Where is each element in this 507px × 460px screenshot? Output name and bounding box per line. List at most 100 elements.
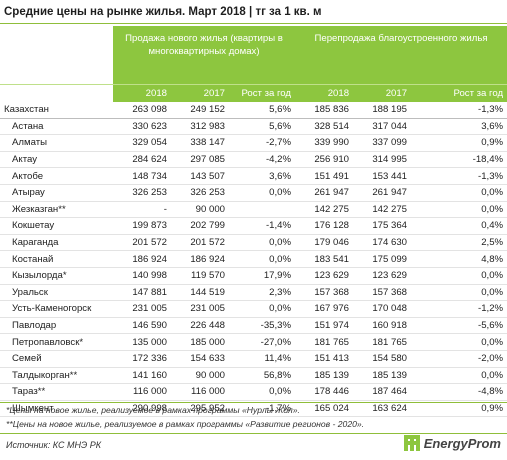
region-name-cell: Павлодар bbox=[0, 317, 113, 335]
new-2018-cell: 147 881 bbox=[113, 284, 171, 302]
new-2017-cell: 338 147 bbox=[171, 134, 229, 152]
resale-2017-cell: 160 918 bbox=[353, 317, 412, 335]
new-growth-cell: -1,7% bbox=[229, 400, 296, 418]
footnote-2: **Цены на новое жилье, реализуемое в рам… bbox=[6, 419, 365, 429]
resale-2018-cell: 185 139 bbox=[295, 367, 354, 385]
region-name-cell: Костанай bbox=[0, 250, 113, 268]
new-2017-cell: 90 000 bbox=[171, 201, 229, 219]
header-resale-housing: Перепродажа благоустроенного жилья bbox=[295, 26, 507, 85]
table-row: Павлодар 146 590 226 448 -35,3% 151 974 160 9… bbox=[0, 317, 507, 335]
new-2018-cell: 284 624 bbox=[113, 151, 171, 169]
resale-2017-cell: 157 368 bbox=[353, 284, 412, 302]
resale-2017-cell: 174 630 bbox=[353, 234, 412, 252]
new-growth-cell: 5,6% bbox=[229, 102, 296, 119]
new-2018-cell: 141 160 bbox=[113, 367, 171, 385]
table-row: Семей 172 336 154 633 11,4% 151 413 154 580 -2… bbox=[0, 350, 507, 368]
resale-2018-cell: 328 514 bbox=[295, 118, 354, 136]
new-growth-cell: 11,4% bbox=[229, 350, 296, 368]
new-2018-cell: 146 590 bbox=[113, 317, 171, 335]
region-name-cell: Актау bbox=[0, 151, 113, 169]
new-growth-cell: 0,0% bbox=[229, 184, 296, 202]
new-2018-cell: 172 336 bbox=[113, 350, 171, 368]
table-row: Усть-Каменогорск 231 005 231 005 0,0% 167 97… bbox=[0, 300, 507, 318]
resale-2017-cell: 170 048 bbox=[353, 300, 412, 318]
new-2017-cell: 154 633 bbox=[171, 350, 229, 368]
col-resale-2017: 2017 bbox=[353, 84, 412, 102]
resale-2018-cell: 261 947 bbox=[295, 184, 354, 202]
new-2017-cell: 297 085 bbox=[171, 151, 229, 169]
resale-growth-cell: 0,9% bbox=[411, 134, 507, 152]
resale-2017-cell: 153 441 bbox=[353, 167, 412, 185]
resale-2017-cell: 123 629 bbox=[353, 267, 412, 285]
resale-2018-cell: 123 629 bbox=[295, 267, 354, 285]
resale-growth-cell: -4,8% bbox=[411, 383, 507, 401]
resale-2018-cell: 167 976 bbox=[295, 300, 354, 318]
resale-2017-cell: 163 624 bbox=[353, 400, 412, 418]
header-group-row: Продажа нового жилья (квартиры в многокв… bbox=[0, 26, 507, 85]
col-new-2017: 2017 bbox=[171, 84, 229, 102]
region-name-cell: Талдыкорган** bbox=[0, 367, 113, 385]
table-row: Кокшетау 199 873 202 799 -1,4% 176 128 175 36… bbox=[0, 217, 507, 235]
new-growth-cell: 0,0% bbox=[229, 383, 296, 401]
region-name-cell: Шымкент bbox=[0, 400, 113, 418]
resale-2017-cell: 142 275 bbox=[353, 201, 412, 219]
new-2017-cell: 326 253 bbox=[171, 184, 229, 202]
new-2018-cell: 116 000 bbox=[113, 383, 171, 401]
resale-2017-cell: 261 947 bbox=[353, 184, 412, 202]
new-2018-cell: 290 998 bbox=[113, 400, 171, 418]
resale-growth-cell: -1,2% bbox=[411, 300, 507, 318]
resale-2018-cell: 142 275 bbox=[295, 201, 354, 219]
region-name-cell: Казахстан bbox=[0, 102, 113, 119]
region-name-cell: Алматы bbox=[0, 134, 113, 152]
col-new-2018: 2018 bbox=[113, 84, 171, 102]
resale-growth-cell: -18,4% bbox=[411, 151, 507, 169]
resale-growth-cell: 4,8% bbox=[411, 250, 507, 268]
resale-2017-cell: 317 044 bbox=[353, 118, 412, 136]
region-name-cell: Уральск bbox=[0, 284, 113, 302]
region-name-cell: Петропавловск* bbox=[0, 333, 113, 351]
new-2018-cell: 329 054 bbox=[113, 134, 171, 152]
region-name-cell: Атырау bbox=[0, 184, 113, 202]
resale-2018-cell: 151 413 bbox=[295, 350, 354, 368]
new-2017-cell: 226 448 bbox=[171, 317, 229, 335]
resale-2018-cell: 183 541 bbox=[295, 250, 354, 268]
resale-growth-cell: 3,6% bbox=[411, 118, 507, 136]
resale-2017-cell: 188 195 bbox=[353, 102, 412, 119]
new-2018-cell: 263 098 bbox=[113, 102, 171, 119]
new-2018-cell: 231 005 bbox=[113, 300, 171, 318]
resale-2018-cell: 178 446 bbox=[295, 383, 354, 401]
new-growth-cell: -4,2% bbox=[229, 151, 296, 169]
new-growth-cell: 56,8% bbox=[229, 367, 296, 385]
resale-growth-cell: 0,0% bbox=[411, 267, 507, 285]
resale-growth-cell: 2,5% bbox=[411, 234, 507, 252]
new-2017-cell: 201 572 bbox=[171, 234, 229, 252]
new-2017-cell: 143 507 bbox=[171, 167, 229, 185]
resale-2017-cell: 187 464 bbox=[353, 383, 412, 401]
resale-2017-cell: 337 099 bbox=[353, 134, 412, 152]
resale-growth-cell: -1,3% bbox=[411, 167, 507, 185]
region-name-cell: Жезказган** bbox=[0, 201, 113, 219]
resale-2018-cell: 157 368 bbox=[295, 284, 354, 302]
new-2018-cell: 135 000 bbox=[113, 333, 171, 351]
new-2018-cell: 326 253 bbox=[113, 184, 171, 202]
table-row: Костанай 186 924 186 924 0,0% 183 541 175 099… bbox=[0, 250, 507, 268]
region-name-cell: Семей bbox=[0, 350, 113, 368]
region-name-cell: Тараз** bbox=[0, 383, 113, 401]
resale-2018-cell: 151 491 bbox=[295, 167, 354, 185]
new-2017-cell: 231 005 bbox=[171, 300, 229, 318]
new-2018-cell: 199 873 bbox=[113, 217, 171, 235]
region-name-cell: Кызылорда* bbox=[0, 267, 113, 285]
resale-growth-cell: 0,0% bbox=[411, 284, 507, 302]
energyprom-logo-icon bbox=[403, 435, 420, 451]
table-row: Петропавловск* 135 000 185 000 -27,0% 181 76… bbox=[0, 333, 507, 351]
resale-2018-cell: 185 836 bbox=[295, 102, 354, 119]
header-blank bbox=[0, 26, 113, 85]
resale-2017-cell: 175 099 bbox=[353, 250, 412, 268]
region-name-cell: Кокшетау bbox=[0, 217, 113, 235]
table-row: Астана 330 623 312 983 5,6% 328 514 317 044 3,… bbox=[0, 118, 507, 136]
table-row: Шымкент 290 998 295 952 -1,7% 165 024 163 624… bbox=[0, 400, 507, 418]
table-row: Актобе 148 734 143 507 3,6% 151 491 153 441 -1… bbox=[0, 167, 507, 185]
resale-2018-cell: 181 765 bbox=[295, 333, 354, 351]
new-growth-cell: -2,7% bbox=[229, 134, 296, 152]
new-growth-cell: 0,0% bbox=[229, 300, 296, 318]
